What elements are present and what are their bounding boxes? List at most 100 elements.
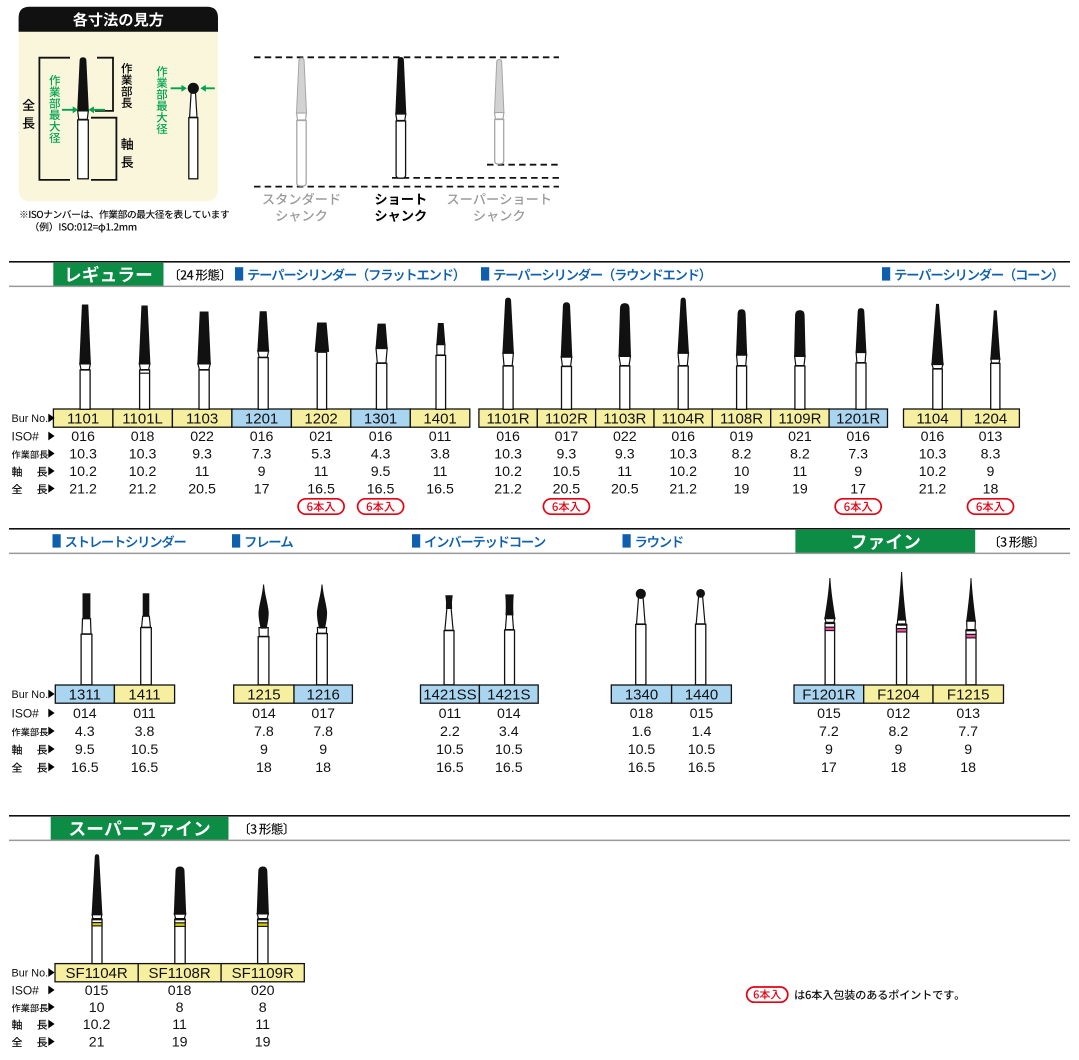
svg-text:8: 8 bbox=[259, 1000, 267, 1016]
svg-text:016: 016 bbox=[369, 429, 393, 445]
svg-text:1103R: 1103R bbox=[603, 410, 646, 427]
svg-text:21.2: 21.2 bbox=[494, 482, 522, 498]
svg-text:013: 013 bbox=[956, 706, 980, 722]
svg-text:1.4: 1.4 bbox=[692, 724, 712, 740]
svg-text:16.5: 16.5 bbox=[307, 482, 335, 498]
svg-text:018: 018 bbox=[168, 983, 192, 999]
svg-text:9: 9 bbox=[987, 464, 995, 480]
svg-text:022: 022 bbox=[190, 429, 214, 445]
svg-text:F1215: F1215 bbox=[947, 686, 990, 703]
svg-text:10.2: 10.2 bbox=[83, 1017, 111, 1033]
svg-text:020: 020 bbox=[251, 983, 275, 999]
svg-text:017: 017 bbox=[555, 429, 579, 445]
svg-text:16.5: 16.5 bbox=[688, 760, 716, 776]
svg-text:015: 015 bbox=[690, 706, 714, 722]
svg-text:9: 9 bbox=[964, 742, 972, 758]
svg-text:014: 014 bbox=[497, 706, 521, 722]
svg-text:8.2: 8.2 bbox=[790, 447, 810, 463]
svg-text:16.5: 16.5 bbox=[367, 482, 395, 498]
svg-text:1101L: 1101L bbox=[122, 410, 163, 427]
svg-text:10.5: 10.5 bbox=[553, 464, 581, 480]
svg-text:SF1104R: SF1104R bbox=[65, 965, 127, 982]
svg-text:9: 9 bbox=[825, 742, 833, 758]
svg-text:Bur No.: Bur No. bbox=[12, 413, 49, 425]
svg-text:SF1109R: SF1109R bbox=[232, 965, 294, 982]
svg-text:10.2: 10.2 bbox=[919, 464, 947, 480]
svg-text:21: 21 bbox=[89, 1035, 105, 1051]
svg-text:011: 011 bbox=[439, 706, 462, 722]
svg-text:ISO#: ISO# bbox=[12, 707, 40, 721]
svg-text:9: 9 bbox=[260, 742, 268, 758]
svg-text:21.2: 21.2 bbox=[69, 482, 97, 498]
svg-text:8.2: 8.2 bbox=[732, 447, 752, 463]
svg-text:16.5: 16.5 bbox=[436, 760, 464, 776]
svg-text:7.7: 7.7 bbox=[958, 724, 978, 740]
svg-text:17: 17 bbox=[254, 482, 270, 498]
svg-text:7.2: 7.2 bbox=[819, 724, 839, 740]
svg-text:012: 012 bbox=[887, 706, 911, 722]
svg-text:10.2: 10.2 bbox=[669, 464, 697, 480]
svg-text:10.2: 10.2 bbox=[494, 464, 522, 480]
svg-text:9.3: 9.3 bbox=[615, 447, 635, 463]
svg-text:016: 016 bbox=[846, 429, 870, 445]
svg-text:1401: 1401 bbox=[423, 410, 456, 427]
svg-text:9.5: 9.5 bbox=[371, 464, 391, 480]
svg-text:20.5: 20.5 bbox=[188, 482, 216, 498]
svg-text:016: 016 bbox=[671, 429, 695, 445]
svg-text:21.2: 21.2 bbox=[129, 482, 157, 498]
svg-text:10.3: 10.3 bbox=[69, 447, 97, 463]
svg-text:1421S: 1421S bbox=[487, 686, 530, 703]
svg-text:1311: 1311 bbox=[69, 686, 101, 703]
svg-text:1201R: 1201R bbox=[836, 410, 880, 427]
svg-text:21.2: 21.2 bbox=[669, 482, 697, 498]
svg-text:10: 10 bbox=[734, 464, 750, 480]
svg-text:1101R: 1101R bbox=[487, 410, 530, 427]
svg-text:8: 8 bbox=[176, 1000, 184, 1016]
svg-text:3.8: 3.8 bbox=[135, 724, 155, 740]
svg-text:9: 9 bbox=[319, 742, 327, 758]
svg-text:10.3: 10.3 bbox=[129, 447, 157, 463]
svg-text:9: 9 bbox=[894, 742, 902, 758]
svg-text:1215: 1215 bbox=[247, 686, 280, 703]
svg-text:1.6: 1.6 bbox=[632, 724, 652, 740]
svg-text:11: 11 bbox=[314, 464, 329, 480]
svg-text:10.3: 10.3 bbox=[494, 447, 522, 463]
svg-text:11: 11 bbox=[195, 464, 210, 480]
svg-text:10.5: 10.5 bbox=[495, 742, 523, 758]
svg-text:18: 18 bbox=[256, 760, 272, 776]
svg-text:1104: 1104 bbox=[916, 410, 948, 427]
svg-text:19: 19 bbox=[172, 1035, 188, 1051]
svg-text:016: 016 bbox=[496, 429, 520, 445]
svg-text:10.2: 10.2 bbox=[129, 464, 157, 480]
svg-text:7.8: 7.8 bbox=[313, 724, 333, 740]
svg-text:015: 015 bbox=[817, 706, 841, 722]
svg-text:7.3: 7.3 bbox=[252, 447, 272, 463]
svg-text:10.2: 10.2 bbox=[69, 464, 97, 480]
svg-text:18: 18 bbox=[983, 482, 999, 498]
svg-text:16.5: 16.5 bbox=[495, 760, 523, 776]
svg-text:022: 022 bbox=[613, 429, 637, 445]
svg-text:1103: 1103 bbox=[186, 410, 218, 427]
svg-text:1108R: 1108R bbox=[720, 410, 763, 427]
svg-text:Bur No.: Bur No. bbox=[12, 689, 49, 701]
svg-text:ISO#: ISO# bbox=[12, 430, 40, 444]
svg-text:3.8: 3.8 bbox=[430, 447, 450, 463]
svg-text:9: 9 bbox=[258, 464, 266, 480]
svg-text:1204: 1204 bbox=[974, 410, 1007, 427]
svg-text:1101: 1101 bbox=[67, 410, 99, 427]
svg-text:16.5: 16.5 bbox=[131, 760, 159, 776]
svg-text:ISO#: ISO# bbox=[12, 984, 40, 998]
svg-text:10.5: 10.5 bbox=[436, 742, 464, 758]
svg-text:10.5: 10.5 bbox=[688, 742, 716, 758]
svg-text:17: 17 bbox=[850, 482, 866, 498]
svg-text:014: 014 bbox=[252, 706, 276, 722]
svg-text:1109R: 1109R bbox=[778, 410, 821, 427]
svg-text:16.5: 16.5 bbox=[426, 482, 454, 498]
svg-text:18: 18 bbox=[315, 760, 331, 776]
svg-text:9.3: 9.3 bbox=[192, 447, 212, 463]
svg-text:10.5: 10.5 bbox=[628, 742, 656, 758]
svg-text:011: 011 bbox=[133, 706, 156, 722]
svg-text:16.5: 16.5 bbox=[628, 760, 656, 776]
svg-text:17: 17 bbox=[821, 760, 837, 776]
svg-text:018: 018 bbox=[630, 706, 654, 722]
